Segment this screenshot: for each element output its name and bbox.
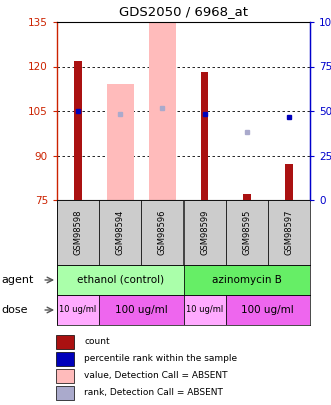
Bar — [74, 61, 82, 200]
Bar — [285, 164, 293, 200]
Text: GSM98597: GSM98597 — [284, 210, 293, 255]
Bar — [107, 84, 134, 200]
Text: 10 ug/ml: 10 ug/ml — [186, 305, 223, 315]
Bar — [183, 265, 310, 295]
Bar — [183, 200, 226, 265]
Text: GSM98595: GSM98595 — [242, 210, 251, 255]
Bar — [201, 72, 209, 200]
Bar — [99, 295, 183, 325]
Text: GSM98598: GSM98598 — [73, 210, 82, 255]
Bar — [57, 295, 99, 325]
Bar — [243, 194, 251, 200]
Bar — [149, 19, 176, 200]
Text: 100 ug/ml: 100 ug/ml — [241, 305, 294, 315]
Text: agent: agent — [2, 275, 34, 285]
Bar — [56, 386, 74, 400]
Text: ethanol (control): ethanol (control) — [77, 275, 164, 285]
Bar — [226, 200, 268, 265]
Text: count: count — [84, 337, 110, 346]
Text: azinomycin B: azinomycin B — [212, 275, 282, 285]
Text: GSM98596: GSM98596 — [158, 210, 167, 255]
Bar — [57, 200, 99, 265]
Text: 100 ug/ml: 100 ug/ml — [115, 305, 168, 315]
Bar — [99, 200, 141, 265]
Text: dose: dose — [2, 305, 28, 315]
Text: 10 ug/ml: 10 ug/ml — [60, 305, 97, 315]
Bar — [57, 265, 183, 295]
Bar — [226, 295, 310, 325]
Text: rank, Detection Call = ABSENT: rank, Detection Call = ABSENT — [84, 388, 223, 397]
Bar — [268, 200, 310, 265]
Bar — [183, 295, 226, 325]
Bar — [141, 200, 183, 265]
Text: value, Detection Call = ABSENT: value, Detection Call = ABSENT — [84, 371, 228, 380]
Bar — [56, 369, 74, 383]
Text: percentile rank within the sample: percentile rank within the sample — [84, 354, 238, 363]
Text: GDS2050 / 6968_at: GDS2050 / 6968_at — [119, 5, 248, 18]
Bar — [56, 335, 74, 349]
Text: GSM98599: GSM98599 — [200, 210, 209, 255]
Bar — [56, 352, 74, 366]
Text: GSM98594: GSM98594 — [116, 210, 125, 255]
